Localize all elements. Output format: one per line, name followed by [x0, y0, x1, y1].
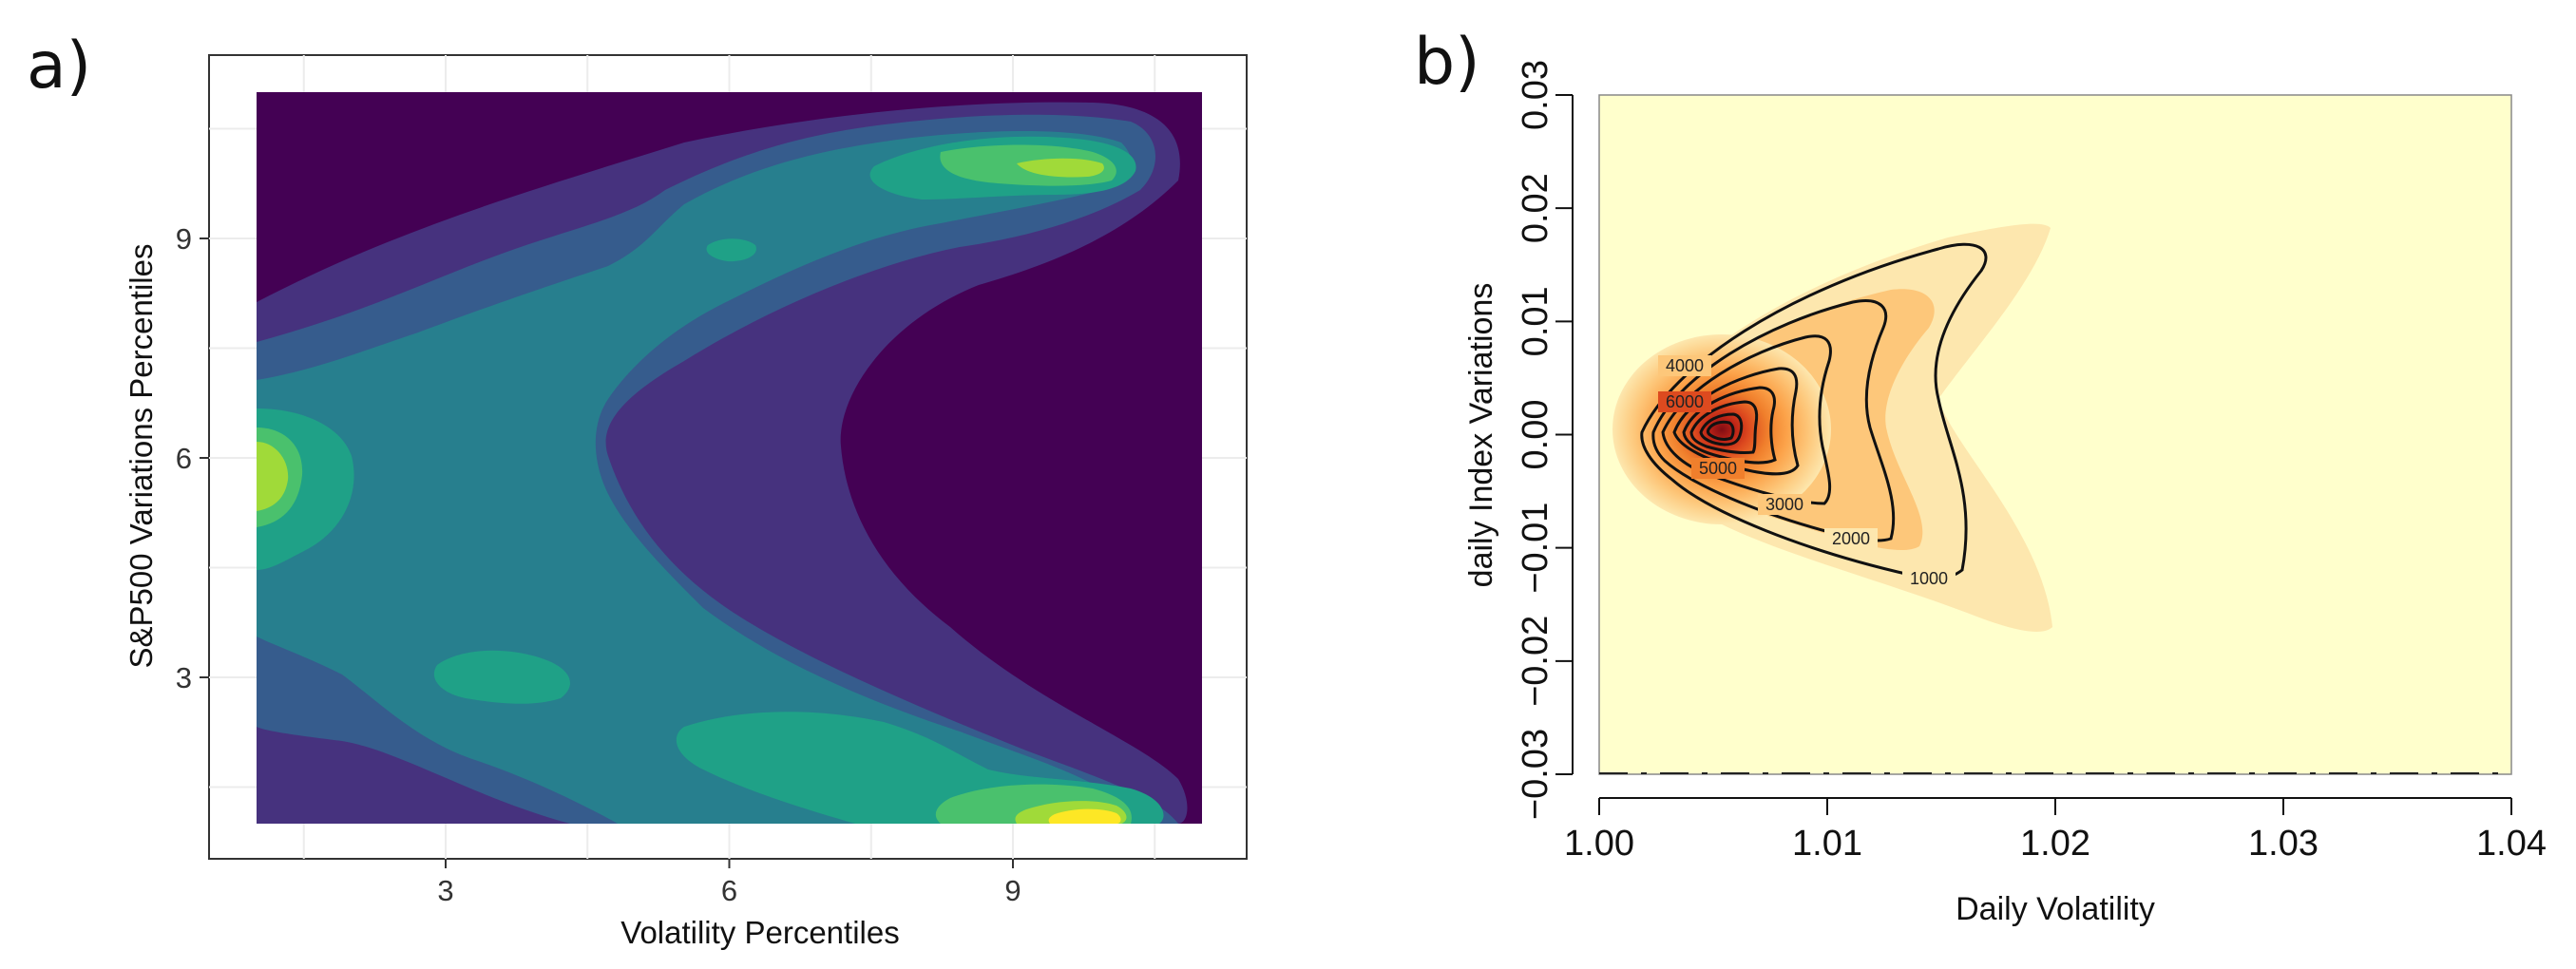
- panel-b-x-tick-label: 1.01: [1792, 824, 1862, 864]
- panel-a-y-tick-label: 9: [176, 222, 192, 256]
- panel-a-x-axis-title: Volatility Percentiles: [620, 915, 899, 950]
- panel-a-x-tick-label: 9: [1004, 874, 1021, 907]
- panel-b-y-tick-label: −0.01: [1516, 503, 1555, 594]
- density-level-7: [1048, 808, 1121, 824]
- panel-b-x-tick-label: 1.03: [2248, 824, 2318, 864]
- panel-a-chart: 3 6 9 3 6 9 Volatility Percentiles S&P500 Var…: [124, 54, 1248, 950]
- contour-2000: [1651, 299, 1896, 542]
- contour-1000: [1640, 242, 1988, 580]
- density-level-4: [257, 136, 1164, 824]
- panel-b-y-tick-label: −0.03: [1516, 729, 1555, 820]
- panel-b-ticks: 1.00 1.01 1.02 1.03 1.04 −0.03 −0.02 −0.01 0.00 0…: [1516, 60, 2547, 864]
- panel-b-y-axis-title: daily Index Variations: [1463, 283, 1499, 588]
- panel-b-label: b): [1414, 25, 1480, 100]
- contour-6000: [1689, 400, 1759, 454]
- panel-b-x-tick-label: 1.02: [2020, 824, 2090, 864]
- density-level-3: [257, 131, 1145, 824]
- panel-b-x-tick-label: 1.00: [1564, 824, 1634, 864]
- panel-b-y-tick-label: 0.02: [1516, 173, 1555, 243]
- panel-b-x-axis-title: Daily Volatility: [1956, 891, 2155, 927]
- panel-a-label: a): [27, 28, 91, 104]
- contour-label-2000: 2000: [1832, 529, 1870, 548]
- contour-5000: [1682, 386, 1777, 465]
- panel-b-y-tick-label: 0.03: [1516, 60, 1555, 130]
- panel-a-x-tick-label: 3: [437, 874, 453, 907]
- panel-b-x-tick-label: 1.04: [2476, 824, 2547, 864]
- panel-b-y-tick-label: 0.00: [1516, 400, 1555, 470]
- contour-7000: [1699, 412, 1744, 446]
- contour-label-3000: 3000: [1765, 495, 1803, 514]
- panel-a-y-tick-label: 3: [176, 661, 192, 694]
- panel-b-chart: 4000 6000 5000 3000 2000 1000 1.00 1.01 1.…: [1463, 60, 2547, 927]
- panel-b-y-tick-label: −0.02: [1516, 616, 1555, 707]
- panel-a-y-axis-title: S&P500 Variations Percentiles: [124, 244, 159, 669]
- panel-a-ticks: 3 6 9 3 6 9: [176, 222, 1021, 907]
- panel-b-y-tick-label: 0.01: [1516, 286, 1555, 356]
- contour-label-4000: 4000: [1666, 356, 1704, 375]
- contour-label-1000: 1000: [1910, 569, 1948, 588]
- contour-label-6000: 6000: [1666, 392, 1704, 411]
- contour-label-5000: 5000: [1699, 459, 1737, 478]
- contour-8000: [1706, 420, 1735, 441]
- panel-a-x-tick-label: 6: [721, 874, 737, 907]
- panel-b-contour-labels: 4000 6000 5000 3000 2000 1000: [1658, 355, 1956, 589]
- panel-a-density: [257, 102, 1188, 824]
- panel-a-y-tick-label: 6: [176, 442, 192, 475]
